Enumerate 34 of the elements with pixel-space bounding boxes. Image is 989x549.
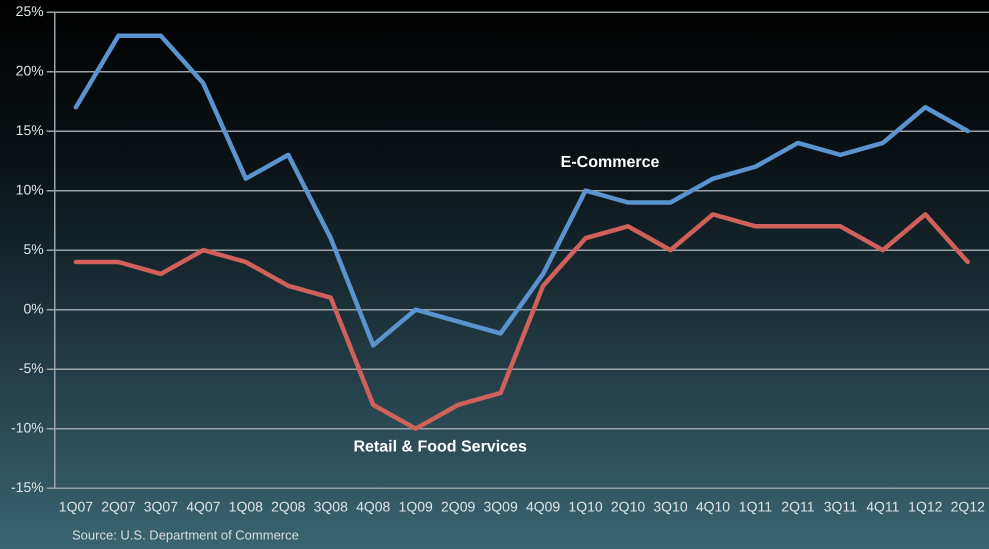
series-label: E-Commerce [560,154,660,171]
source-note: Source: U.S. Department of Commerce [72,528,299,543]
y-tick-label: -10% [10,420,44,436]
y-tick-label: -15% [10,479,44,496]
x-tick-label: 2Q10 [610,498,646,514]
y-tick-label: 20% [16,62,44,78]
y-tick-label: 10% [16,181,44,198]
x-tick-label: 3Q11 [824,498,858,514]
x-tick-label: 4Q07 [186,498,221,514]
x-tick-label: 3Q10 [653,498,688,514]
x-tick-label: 3Q09 [483,498,518,514]
x-tick-label: 1Q08 [228,498,264,514]
x-tick-label: 1Q12 [908,498,943,514]
x-tick-label: 2Q07 [101,498,136,514]
x-tick-label: 1Q07 [58,498,94,514]
y-tick-label: 5% [23,240,44,257]
x-tick-label: 2Q08 [271,498,306,514]
series-label: Retail & Food Services [353,438,527,456]
x-tick-label: 1Q09 [398,498,434,514]
x-tick-label: 4Q08 [356,498,391,514]
y-tick-label: 25% [16,2,44,19]
x-tick-label: 1Q10 [568,498,603,514]
x-tick-label: 3Q08 [314,498,348,514]
x-tick-label: 4Q10 [696,498,730,514]
y-tick-label: 0% [23,300,44,316]
y-tick-label: 15% [16,122,44,138]
x-tick-label: 4Q11 [866,498,900,514]
x-tick-label: 2Q12 [950,498,986,514]
x-tick-label: 2Q11 [781,498,815,514]
x-tick-label: 3Q07 [144,498,178,514]
x-tick-label: 1Q11 [738,498,772,514]
x-tick-label: 2Q09 [441,498,476,514]
y-tick-label: -5% [18,360,44,376]
x-tick-label: 4Q09 [526,498,560,514]
